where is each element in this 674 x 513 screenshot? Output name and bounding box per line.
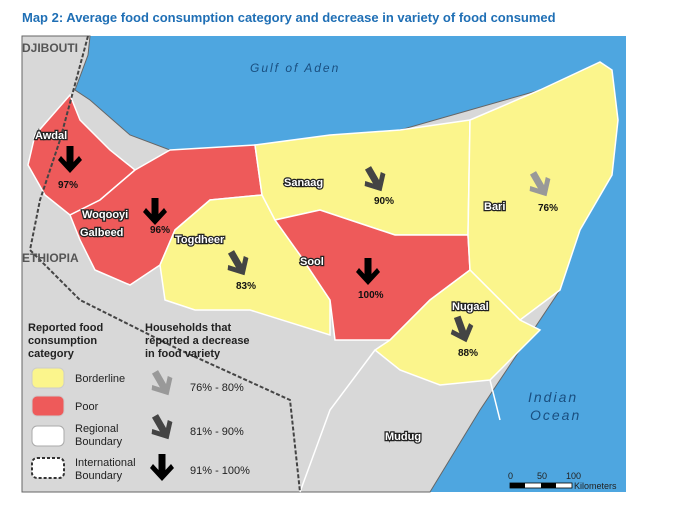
scale-segment <box>510 483 525 488</box>
region-label: Nugaal <box>452 301 489 313</box>
legend-label: Boundary <box>75 470 123 482</box>
water-label: Indian <box>528 389 578 405</box>
map-title: Map 2: Average food consumption category… <box>22 10 556 25</box>
legend-title: in food variety <box>145 348 221 360</box>
legend-label: Regional <box>75 423 118 435</box>
legend-swatch <box>31 457 65 479</box>
region-value: 76% <box>538 203 558 214</box>
legend-swatch <box>31 425 65 447</box>
region-label: Sanaag <box>284 177 323 189</box>
regional-boundary <box>299 349 501 493</box>
legend-label: 81% - 90% <box>190 426 244 438</box>
region-label: Woqooyi <box>82 209 128 221</box>
water-label: Gulf of Aden <box>250 61 340 75</box>
scale-bar: 0 50 100 Kilometers <box>508 471 617 491</box>
region-value: 96% <box>150 225 170 236</box>
scale-label: 50 <box>537 471 547 481</box>
legend-title: consumption <box>28 335 97 347</box>
legend-title: Reported food <box>28 322 103 334</box>
international-boundary <box>28 35 301 493</box>
legend-label: International <box>75 457 136 469</box>
water-label: Ocean <box>530 407 581 423</box>
region-label: Mudug <box>385 431 421 443</box>
region-label: Galbeed <box>80 227 123 239</box>
region-value: 100% <box>358 290 384 301</box>
scale-label: 0 <box>508 471 513 481</box>
region-value: 97% <box>58 180 78 191</box>
legend-label: Borderline <box>75 373 125 385</box>
scale-label: 100 <box>566 471 581 481</box>
legend-title: category <box>28 348 75 360</box>
region-value: 90% <box>374 196 394 207</box>
legend-swatch <box>31 367 65 389</box>
region-value: 88% <box>458 348 478 359</box>
legend-title: Households that <box>145 322 232 334</box>
region-label: Togdheer <box>175 234 225 246</box>
scale-unit: Kilometers <box>574 481 617 491</box>
legend-label: 91% - 100% <box>190 465 250 477</box>
region-label: Sool <box>300 256 324 268</box>
legend: Reported food consumption category House… <box>28 322 250 482</box>
region-label: Awdal <box>35 130 67 142</box>
country-label: ETHIOPIA <box>22 251 79 265</box>
scale-segment <box>541 483 556 488</box>
legend-label: 76% - 80% <box>190 382 244 394</box>
legend-title: reported a decrease <box>145 335 250 347</box>
legend-label: Poor <box>75 401 99 413</box>
legend-swatch <box>31 395 65 417</box>
country-label: DJIBOUTI <box>22 41 78 55</box>
legend-label: Boundary <box>75 436 123 448</box>
region-label: Bari <box>484 201 505 213</box>
region-value: 83% <box>236 281 256 292</box>
